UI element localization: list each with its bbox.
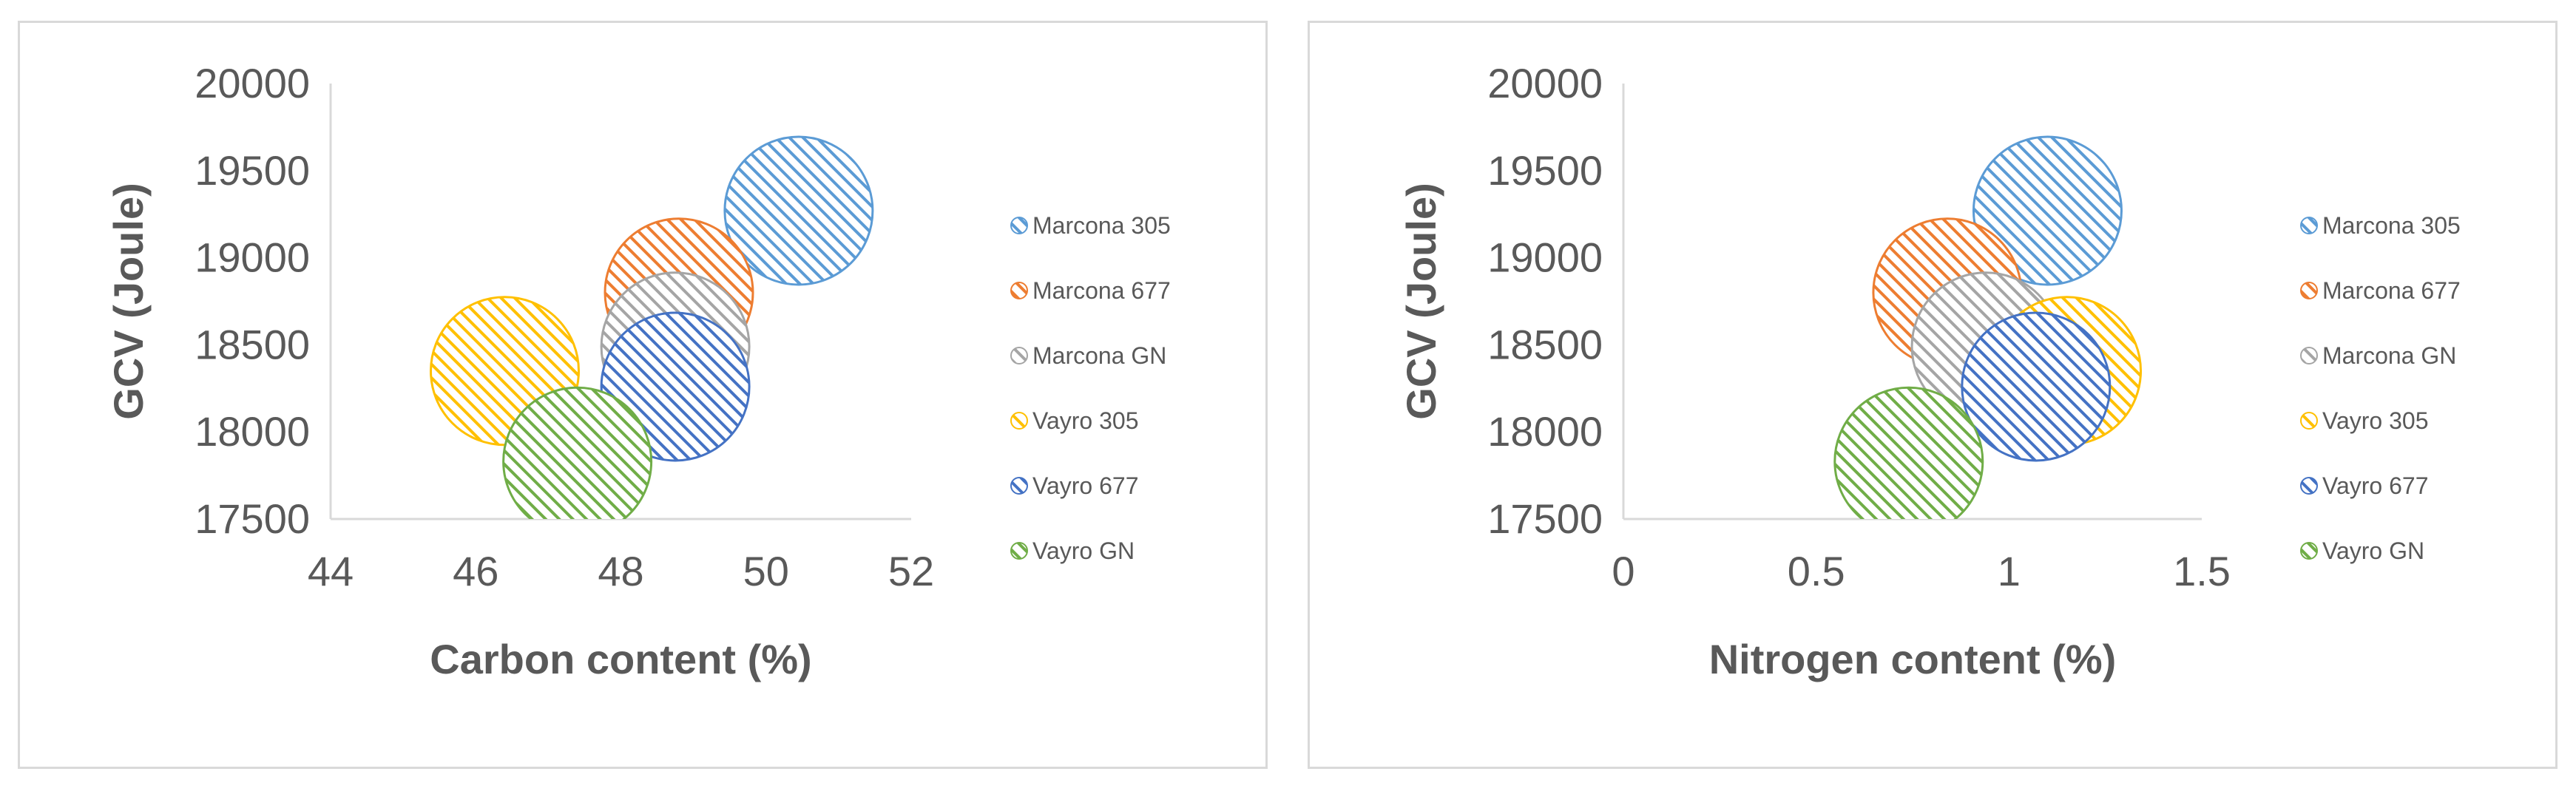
- y-axis-title: GCV (Joule): [105, 183, 152, 419]
- x-tick-label: 52: [888, 548, 934, 594]
- x-tick-label: 0.5: [1788, 548, 1845, 594]
- legend-label-vayro-gn: Vayro GN: [1032, 537, 1135, 564]
- x-tick-label: 0: [1612, 548, 1634, 594]
- bubble-vayro-677: [1961, 311, 2112, 462]
- y-tick-label: 18000: [1487, 408, 1603, 455]
- y-axis-title: GCV (Joule): [1398, 183, 1444, 419]
- legend-marker-marcona-305: [1010, 217, 1028, 234]
- chart-panel-carbon: 17500 18000 18500 19000 19500 20000 44 46 48 50 52…: [18, 21, 1268, 769]
- y-tick-label: 18500: [195, 321, 310, 367]
- y-tick-label: 17500: [1487, 495, 1603, 542]
- legend-label-marcona-677: Marcona 677: [2322, 277, 2461, 304]
- bubble-marcona-305: [1972, 135, 2123, 286]
- legend-marker-vayro-305: [2300, 412, 2318, 430]
- y-tick-label: 19500: [195, 147, 310, 194]
- bubble-marcona-305: [723, 135, 874, 286]
- legend-marker-marcona-677: [2300, 282, 2318, 299]
- y-tick-label: 19000: [1487, 234, 1603, 281]
- legend-label-vayro-677: Vayro 677: [1032, 472, 1139, 499]
- legend-marker-vayro-305: [1010, 412, 1028, 430]
- legend-marker-vayro-677: [1010, 477, 1028, 495]
- legend-label-marcona-gn: Marcona GN: [1032, 342, 1166, 369]
- legend-marker-marcona-305: [2300, 217, 2318, 234]
- y-tick-label: 18500: [1487, 321, 1603, 367]
- bubble-chart-carbon: 17500 18000 18500 19000 19500 20000 44 46 48 50 52…: [105, 60, 1171, 682]
- y-tick-label: 19500: [1487, 147, 1603, 194]
- chart-panel-nitrogen: 17500 18000 18500 19000 19500 20000 0 0.5 1 1.5 Ni…: [1308, 21, 2558, 769]
- legend-marker-vayro-gn: [1010, 542, 1028, 560]
- y-tick-label: 19000: [195, 234, 310, 281]
- y-tick-label: 20000: [1487, 60, 1603, 106]
- x-tick-label: 50: [743, 548, 789, 594]
- y-tick-label: 18000: [195, 408, 310, 455]
- legend-label-marcona-677: Marcona 677: [1032, 277, 1171, 304]
- legend-label-vayro-305: Vayro 305: [1032, 407, 1139, 434]
- y-tick-label: 20000: [195, 60, 310, 106]
- bubble-vayro-gn: [1833, 386, 1984, 519]
- legend-marker-marcona-gn: [1010, 347, 1028, 364]
- legend-marker-marcona-677: [1010, 282, 1028, 299]
- x-axis-title: Carbon content (%): [430, 636, 811, 682]
- legend-label-vayro-305: Vayro 305: [2322, 407, 2429, 434]
- x-tick-label: 44: [308, 548, 354, 594]
- bubble-vayro-gn: [502, 386, 653, 519]
- legend-marker-marcona-gn: [2300, 347, 2318, 364]
- legend-marker-vayro-gn: [2300, 542, 2318, 560]
- bubble-chart-nitrogen: 17500 18000 18500 19000 19500 20000 0 0.5 1 1.5 Ni…: [1398, 60, 2461, 682]
- x-tick-label: 1: [1998, 548, 2021, 594]
- legend-label-vayro-gn: Vayro GN: [2322, 537, 2424, 564]
- x-tick-label: 46: [453, 548, 498, 594]
- legend-label-vayro-677: Vayro 677: [2322, 472, 2429, 499]
- y-tick-label: 17500: [195, 495, 310, 542]
- legend-label-marcona-305: Marcona 305: [2322, 212, 2461, 239]
- x-axis-title: Nitrogen content (%): [1709, 636, 2117, 682]
- x-tick-label: 48: [598, 548, 643, 594]
- x-tick-label: 1.5: [2173, 548, 2231, 594]
- legend-label-marcona-gn: Marcona GN: [2322, 342, 2456, 369]
- legend-label-marcona-305: Marcona 305: [1032, 212, 1171, 239]
- legend-marker-vayro-677: [2300, 477, 2318, 495]
